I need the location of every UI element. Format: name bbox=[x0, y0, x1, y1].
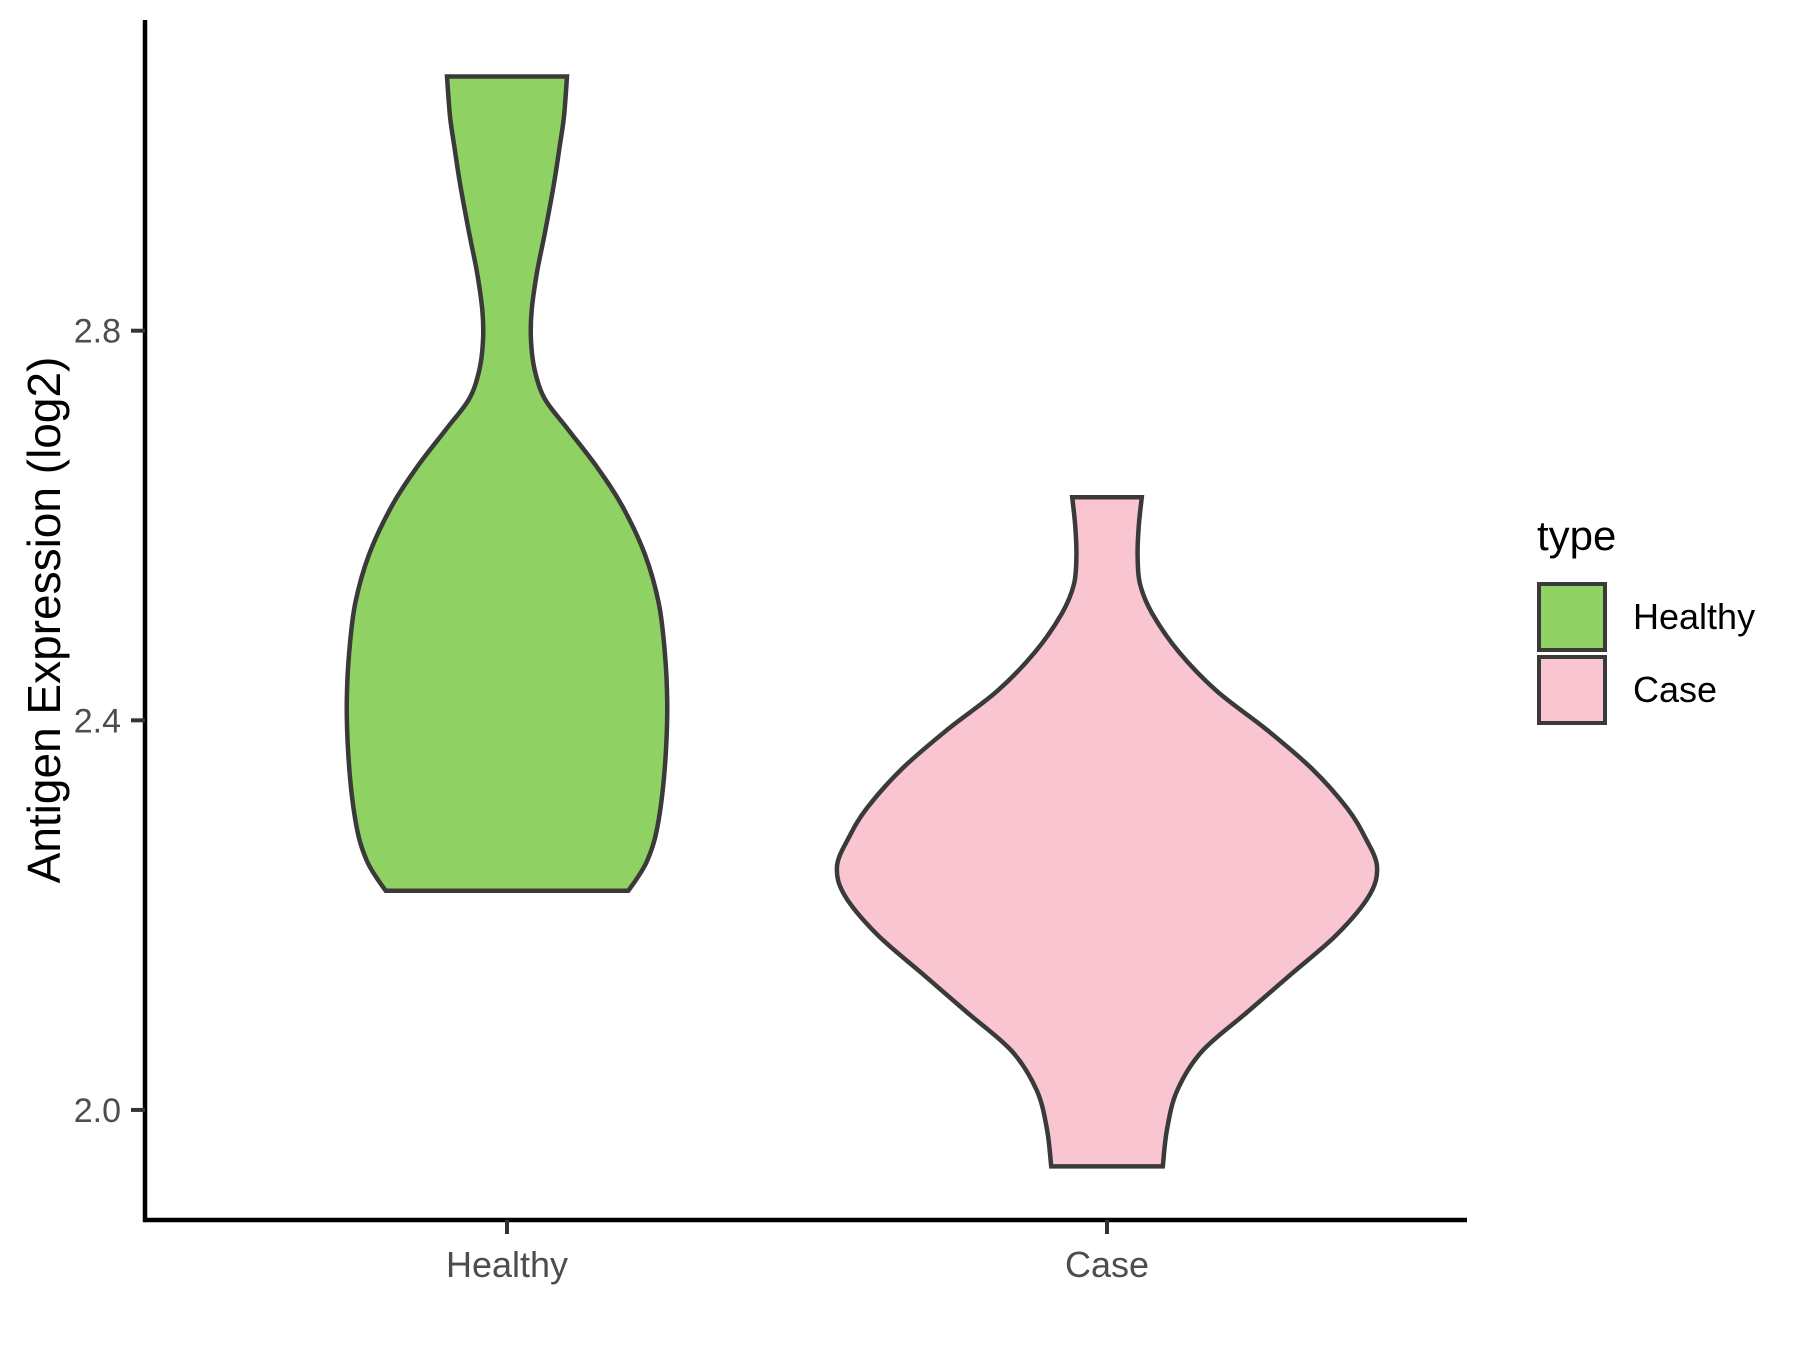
violin-healthy bbox=[344, 74, 670, 894]
legend-swatch-healthy bbox=[1537, 582, 1607, 652]
legend-label-case: Case bbox=[1633, 669, 1718, 710]
y-axis-title: Antigen Expression (log2) bbox=[18, 356, 70, 884]
violin-case bbox=[834, 495, 1380, 1169]
legend: type Healthy Case bbox=[1537, 512, 1755, 725]
x-category-label-healthy: Healthy bbox=[446, 1244, 568, 1285]
legend-swatch-case bbox=[1537, 655, 1607, 725]
y-tick-label-2.8: 2.8 bbox=[74, 313, 121, 351]
legend-label-healthy: Healthy bbox=[1633, 596, 1756, 637]
y-tick-label-2.4: 2.4 bbox=[74, 702, 121, 740]
y-tick-label-2.0: 2.0 bbox=[74, 1092, 121, 1130]
legend-item-case: Case bbox=[1537, 655, 1755, 725]
legend-item-healthy: Healthy bbox=[1537, 582, 1755, 652]
x-category-label-case: Case bbox=[1065, 1244, 1149, 1285]
legend-title: type bbox=[1537, 512, 1617, 559]
